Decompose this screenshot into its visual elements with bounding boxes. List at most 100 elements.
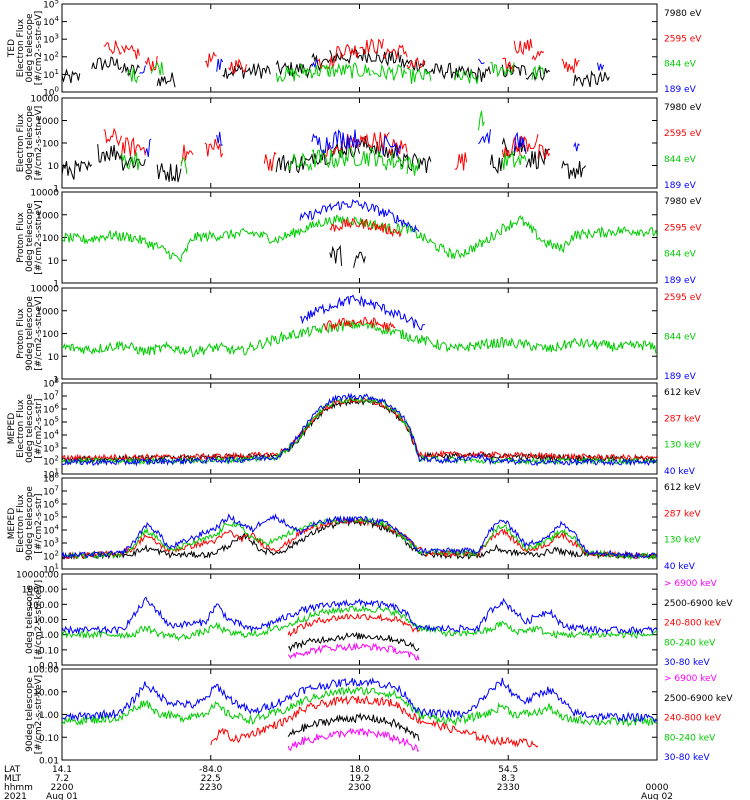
series-240-800-kev [287,612,420,637]
y-axis-label: [#/cm2-s-str-keV] [34,580,44,659]
data-trace [519,133,539,152]
legend-entry: 2500-6900 keV [664,599,733,609]
data-trace [299,294,425,331]
data-trace [531,64,545,80]
data-trace [478,110,485,131]
y-tick-label: 10 [48,353,60,363]
y-axis-label: 90deg telescope [25,296,35,371]
y-tick-label: 106 [43,403,59,416]
panel-data [62,596,657,661]
x-tick-mlt: 7.2 [55,774,69,784]
data-trace [62,319,657,358]
y-tick-label: 0.10 [39,646,59,656]
data-trace [454,65,491,82]
series-844-ev [62,319,657,358]
x-tick-date: Aug 01 [46,792,78,800]
data-trace [573,70,610,88]
series--6900-kev [287,727,420,752]
y-tick-label: 10000 [30,95,59,105]
y-tick-label: 100.00 [28,601,60,611]
y-tick-label: 103 [43,537,59,550]
y-tick-label: 1 [53,185,59,195]
data-trace [501,150,527,170]
legend-entry: 2595 eV [664,34,702,44]
y-tick-label: 1.00 [39,631,59,641]
data-trace [561,58,580,74]
data-trace [121,44,140,60]
series-30-80-kev [62,596,657,636]
y-axis-label: Electron Flux [16,113,26,172]
y-tick-label: 107 [43,390,59,403]
data-trace [573,141,580,152]
legend-entry: 40 keV [664,562,696,572]
data-trace [359,38,384,55]
legend-entry: 30-80 keV [664,753,710,763]
data-trace [329,244,343,266]
data-trace [144,55,158,72]
x-tick-lat: -84.0 [199,765,223,775]
y-axis-label: Electron Flux [16,399,26,458]
legend-entry: 130 keV [664,536,701,546]
y-tick-label: 104 [43,429,59,442]
data-trace [156,72,176,88]
legend-entry: 189 eV [664,372,697,382]
y-tick-label: 1 [53,280,59,290]
y-tick-label: 10 [48,257,60,267]
y-axis-label: Electron Flux [16,18,26,77]
data-trace [216,58,224,72]
data-trace [121,63,140,77]
y-axis-label: 0deg telescope [25,203,35,273]
series-7980-ev [62,136,586,183]
data-trace [62,518,657,561]
data-trace [62,677,657,724]
data-trace [121,151,140,171]
series-844-ev [121,110,527,176]
legend-entry: 40 keV [664,467,696,477]
y-axis-label: [#/cm2-s-str-keV] [34,675,44,754]
data-trace [103,127,122,147]
y-tick-label: 1 [53,376,59,386]
y-tick-label: 100.00 [28,666,60,676]
panel-data [62,38,610,88]
data-trace [329,62,372,79]
data-trace [335,43,360,59]
y-tick-label: 100 [42,234,59,244]
data-trace [127,67,140,84]
series-287-kev [62,516,657,560]
legend-entry: 7980 eV [664,9,702,19]
data-trace [501,137,527,159]
data-trace [382,135,402,157]
data-trace [287,642,420,661]
legend-entry: 30-80 keV [664,658,710,668]
panel-frame [61,668,658,761]
data-trace [204,51,217,68]
data-trace [537,143,551,161]
y-axis-label: 90deg telescope [25,486,35,561]
y-tick-label: 106 [43,498,59,511]
data-trace [204,138,224,159]
y-axis-label: TED [7,39,17,58]
legend-entry: > 6900 keV [664,579,718,589]
data-trace [364,131,390,151]
data-trace [406,57,426,70]
data-trace [597,62,604,72]
series-612-kev [62,396,657,464]
data-trace [490,61,515,78]
x-tick-mlt: 8.3 [501,774,515,784]
x-tick-lat: 54.5 [498,765,518,775]
legend-entry: 2595 eV [664,293,702,303]
series-844-ev [62,214,657,264]
y-axis-label: 0deg telescope [25,394,35,464]
y-tick-label: 105 [43,511,59,524]
data-trace [478,58,485,65]
panel-data [62,198,657,268]
data-trace [329,129,360,150]
legend-entry: 7980 eV [664,197,702,207]
data-trace [62,686,657,728]
y-axis-label: Proton Flux [16,308,26,359]
data-trace [150,61,164,76]
data-trace [323,142,342,159]
series-189-ev [299,198,420,233]
y-tick-label: 100 [42,330,59,340]
legend-entry: > 6900 keV [664,674,718,684]
